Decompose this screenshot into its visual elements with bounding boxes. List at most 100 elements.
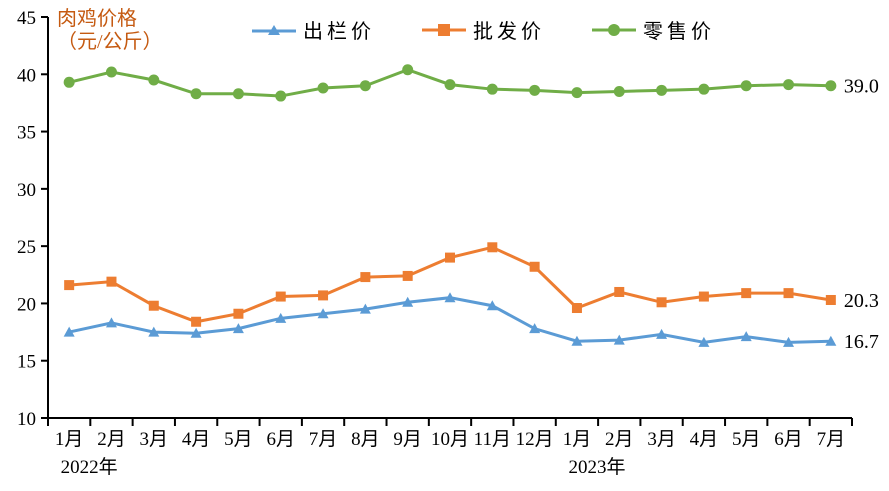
legend-label-lingshoujia: 零售价 — [643, 21, 715, 43]
series-end-label: 20.3 — [844, 290, 879, 312]
data-point-marker — [402, 296, 414, 307]
data-point-marker — [106, 276, 117, 287]
data-point-marker — [444, 79, 456, 91]
data-point-marker — [402, 270, 413, 281]
data-point-marker — [190, 88, 202, 100]
y-tick-label: 20 — [17, 294, 36, 315]
x-tick-label: 12月 — [516, 429, 554, 450]
x-tick-label: 3月 — [140, 429, 169, 450]
x-tick-label: 2月 — [97, 429, 126, 450]
data-point-marker — [318, 290, 329, 301]
x-tick-label: 1月 — [55, 429, 84, 450]
data-point-marker — [571, 335, 583, 346]
x-tick-label: 3月 — [647, 429, 676, 450]
x-tick-label: 6月 — [774, 429, 803, 450]
data-point-marker — [148, 300, 159, 311]
data-point-marker — [656, 84, 668, 96]
data-point-marker — [783, 288, 794, 299]
y-tick-label: 45 — [17, 8, 36, 29]
data-point-marker — [486, 83, 498, 95]
y-tick-label: 25 — [17, 237, 36, 258]
x-tick-label: 8月 — [351, 429, 380, 450]
data-point-marker — [64, 280, 75, 291]
series-line-0 — [68, 296, 831, 344]
x-tick-label: 7月 — [309, 429, 338, 450]
data-point-marker — [571, 87, 583, 99]
data-point-marker — [740, 80, 752, 92]
data-point-marker — [613, 334, 625, 345]
data-point-marker — [529, 323, 541, 334]
data-point-marker — [613, 85, 625, 97]
square-marker-icon — [422, 23, 466, 36]
data-point-marker — [783, 79, 795, 91]
data-point-marker — [360, 272, 371, 283]
triangle-marker-icon — [252, 24, 296, 35]
data-point-marker — [825, 335, 837, 346]
legend-item-chulanjia: 出栏价 — [252, 15, 375, 44]
data-point-marker — [232, 323, 244, 334]
data-point-marker — [444, 292, 456, 303]
data-point-marker — [190, 327, 202, 338]
data-point-marker — [783, 336, 795, 347]
data-point-marker — [529, 261, 540, 272]
data-point-marker — [698, 83, 710, 95]
data-point-marker — [105, 66, 117, 78]
legend-label-chulanjia: 出栏价 — [303, 21, 375, 43]
data-point-marker — [656, 297, 667, 308]
y-tick-label: 30 — [17, 180, 36, 201]
data-point-marker — [275, 291, 286, 302]
data-point-marker — [63, 76, 75, 88]
x-tick-label: 4月 — [690, 429, 719, 450]
data-point-marker — [232, 88, 244, 100]
data-point-marker — [359, 80, 371, 92]
data-point-marker — [741, 288, 752, 299]
series-end-label: 16.7 — [844, 331, 879, 353]
data-point-marker — [63, 326, 75, 337]
data-point-marker — [486, 300, 498, 311]
data-point-marker — [698, 291, 709, 302]
chart-title-line2: （元/公斤） — [57, 31, 163, 53]
data-point-marker — [275, 90, 287, 102]
chart-title: 肉鸡价格 （元/公斤） — [57, 8, 163, 54]
data-point-marker — [571, 303, 582, 314]
x-axis-year-label: 2023年 — [568, 456, 625, 478]
data-point-marker — [656, 328, 668, 339]
data-point-marker — [317, 82, 329, 94]
data-point-marker — [359, 303, 371, 314]
x-tick-label: 5月 — [732, 429, 761, 450]
y-tick-label: 10 — [17, 409, 36, 430]
data-point-marker — [740, 331, 752, 342]
data-point-marker — [148, 326, 160, 337]
x-tick-label: 11月 — [474, 429, 511, 450]
legend-item-pifajia: 批发价 — [422, 15, 545, 44]
series-end-label: 39.0 — [844, 76, 879, 98]
data-point-marker — [275, 312, 287, 323]
x-axis-year-label: 2022年 — [61, 456, 118, 478]
data-point-marker — [445, 252, 455, 263]
data-point-marker — [317, 308, 329, 319]
x-tick-label: 4月 — [182, 429, 211, 450]
data-point-marker — [825, 80, 837, 92]
x-tick-label: 9月 — [393, 429, 422, 450]
x-tick-label: 6月 — [266, 429, 295, 450]
data-point-marker — [402, 64, 414, 76]
y-tick-label: 40 — [17, 65, 36, 86]
x-tick-label: 7月 — [817, 429, 846, 450]
data-point-marker — [148, 74, 160, 86]
x-tick-label: 5月 — [224, 429, 253, 450]
x-tick-label: 10月 — [431, 429, 469, 450]
x-tick-label: 1月 — [563, 429, 592, 450]
legend-label-pifajia: 批发价 — [473, 21, 545, 43]
data-point-marker — [233, 308, 244, 319]
chart-title-line1: 肉鸡价格 — [57, 8, 137, 30]
data-point-marker — [825, 294, 836, 305]
legend: 出栏价 批发价 零售价 — [0, 0, 889, 43]
x-tick-label: 2月 — [605, 429, 634, 450]
data-point-marker — [529, 84, 541, 96]
circle-marker-icon — [592, 23, 636, 36]
legend-item-lingshoujia: 零售价 — [592, 15, 715, 44]
data-point-marker — [105, 317, 117, 328]
data-point-marker — [191, 316, 202, 327]
